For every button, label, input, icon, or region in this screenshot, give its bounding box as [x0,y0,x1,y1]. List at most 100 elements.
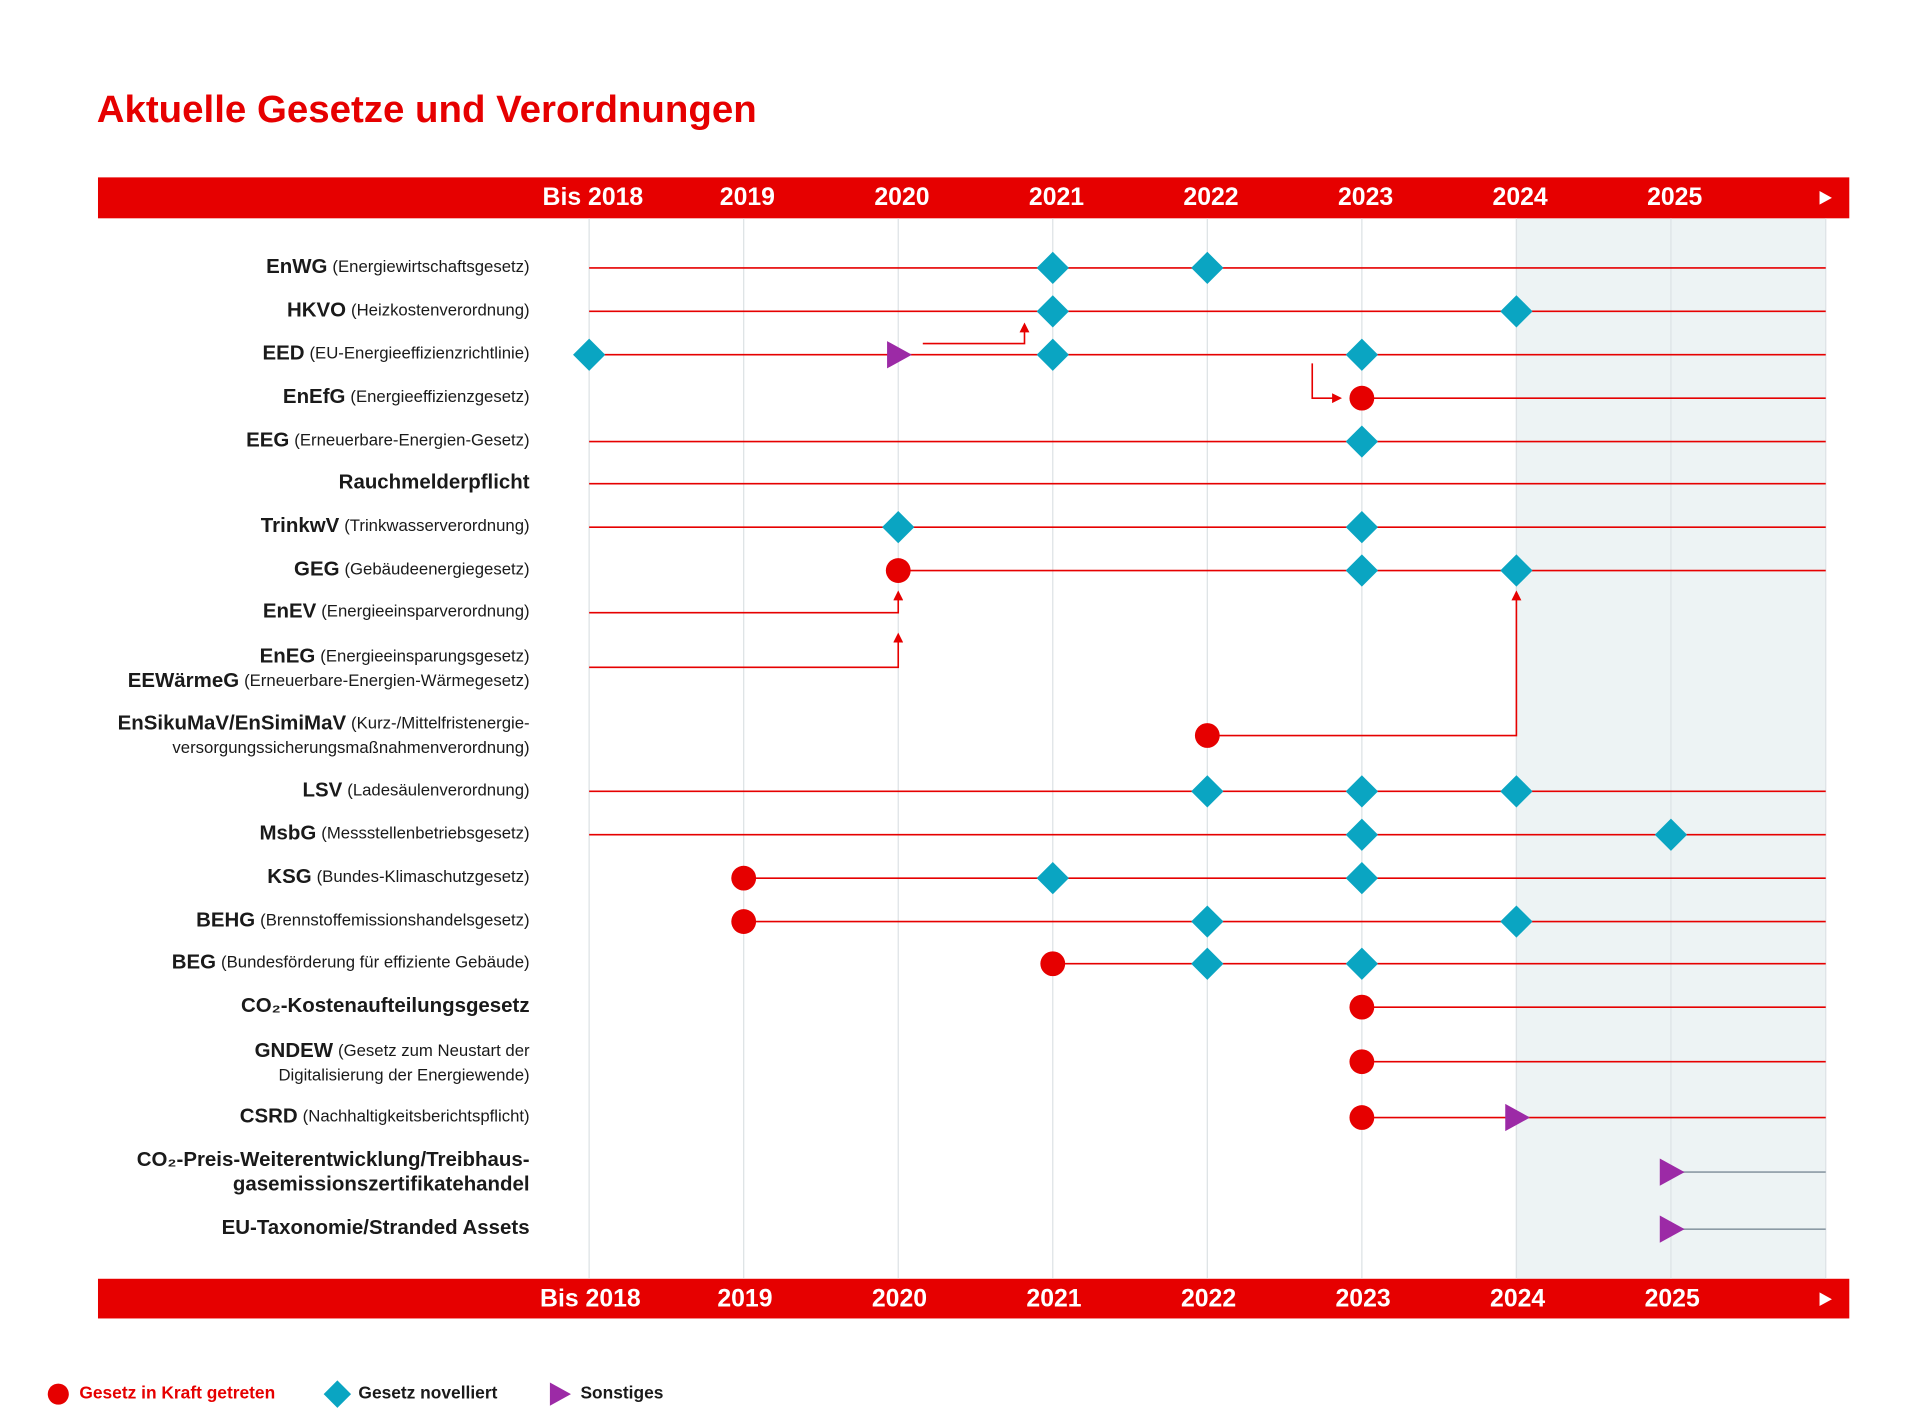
event-triangle [549,1382,571,1406]
title: Aktuelle Gesetze und Verordnungen [97,88,757,131]
event-circle [1040,951,1066,977]
row-label: CSRD (Nachhaltigkeitsberichtspflicht) [240,1105,530,1128]
event-diamond [1500,554,1533,587]
column-label: 2024 [1490,1285,1545,1312]
row-abbr: EU-Taxonomie/Stranded Assets [222,1217,530,1240]
row-label: gasemissionszertifikatehandel [233,1173,530,1196]
column-label: 2022 [1183,184,1238,211]
row-desc: (Energieeinsparungsgesetz) [320,647,529,666]
row-abbr: EEWärmeG [128,670,239,693]
connector [1311,363,1343,404]
row-abbr: LSV [303,779,343,802]
row-abbr: CSRD [240,1105,298,1128]
column-label: 2019 [720,184,775,211]
row-desc: (Kurz-/Mittelfristenergie- [351,714,530,733]
row-abbr: GNDEW [255,1039,334,1062]
row-abbr: HKVO [287,299,346,322]
event-diamond [1500,775,1533,808]
event-diamond [1191,947,1224,980]
event-diamond [1036,295,1069,328]
row-abbr: EnSikuMaV/EnSimiMaV [118,712,347,735]
event-diamond [1500,905,1533,938]
connector [922,322,1030,345]
row-label: HKVO (Heizkostenverordnung) [287,299,530,322]
row-line [1207,590,1522,737]
column-label: 2025 [1647,184,1702,211]
row-abbr: BEHG [196,909,255,932]
event-diamond [1345,947,1378,980]
event-circle [1349,1049,1375,1075]
event-diamond [1036,862,1069,895]
bar-arrow [1819,191,1832,205]
event-diamond [1345,338,1378,371]
event-circle [731,865,757,891]
column-label: 2021 [1026,1285,1081,1312]
event-circle [731,909,757,934]
event-triangle [1659,1215,1685,1243]
row-label: versorgungssicherungsmaßnahmenverordnung… [172,739,529,758]
row-abbr: CO₂-Preis-Weiterentwicklung/Treibhaus- [137,1148,530,1171]
event-diamond [1654,818,1688,851]
event-diamond [882,511,915,544]
row-label: EU-Taxonomie/Stranded Assets [222,1217,530,1240]
event-diamond [1191,251,1224,285]
row-label: EnEG (Energieeinsparungsgesetz) [260,645,530,668]
event-diamond [1036,251,1069,285]
column-label: 2021 [1029,184,1084,211]
row-desc: (Nachhaltigkeitsberichtspflicht) [303,1107,530,1126]
event-circle [1349,385,1375,411]
row-label: BEG (Bundesförderung für effiziente Gebäu… [172,951,530,974]
row-desc: (Heizkostenverordnung) [351,301,530,320]
event-diamond [1191,905,1224,938]
row-desc: (Ladesäulenverordnung) [347,781,529,800]
row-desc: (Gebäudeenergiegesetz) [344,560,529,579]
bar-arrow [1819,1292,1832,1307]
row-label: GNDEW (Gesetz zum Neustart der [255,1039,530,1062]
row-label: BEHG (Brennstoffemissionshandelsgesetz) [196,909,530,932]
row-label: MsbG (Messstellenbetriebsgesetz) [259,822,529,845]
column-label: 2022 [1181,1285,1236,1312]
column-label: 2024 [1493,184,1548,211]
column-label: 2020 [872,1285,927,1312]
row-desc: (Energieeffizienzgesetz) [350,388,529,407]
row-desc: (Gesetz zum Neustart der [338,1041,530,1060]
column-label: Bis 2018 [540,1285,641,1312]
event-diamond [1345,818,1378,851]
row-label: GEG (Gebäudeenergiegesetz) [294,558,530,581]
event-diamond [323,1380,352,1408]
row-line [589,590,904,614]
row-desc: (Trinkwasserverordnung) [344,517,529,536]
row-abbr: KSG [267,866,311,889]
row-label: CO₂-Preis-Weiterentwicklung/Treibhaus- [137,1148,530,1171]
legend-label: Gesetz in Kraft getreten [79,1383,275,1403]
row-label: EED (EU-Energieeffizienzrichtlinie) [262,342,529,365]
row-abbr: BEG [172,951,216,974]
column-label: 2023 [1338,184,1393,211]
event-diamond [1191,775,1224,808]
row-label: Digitalisierung der Energiewende) [278,1066,529,1085]
row-abbr: CO₂-Kostenaufteilungsgesetz [241,995,530,1018]
row-abbr: EED [262,342,304,365]
row-label: TrinkwV (Trinkwasserverordnung) [261,515,530,538]
row-abbr: MsbG [259,822,316,845]
event-triangle [1659,1158,1685,1186]
event-diamond [1345,511,1378,544]
row-abbr: EEG [246,429,289,452]
row-abbr: EnEV [263,600,317,623]
row-desc: (Bundesförderung für effiziente Gebäude) [221,953,530,972]
legend-label: Sonstiges [580,1383,663,1403]
row-label: EEG (Erneuerbare-Energien-Gesetz) [246,429,529,452]
row-abbr: EnWG [266,255,327,278]
row-desc: (EU-Energieeffizienzrichtlinie) [309,344,529,363]
column-label: Bis 2018 [543,184,644,211]
row-abbr: EnEfG [283,386,345,409]
row-desc: versorgungssicherungsmaßnahmenverordnung… [172,739,529,758]
event-circle [1349,994,1375,1020]
row-desc: (Erneuerbare-Energien-Gesetz) [294,431,529,450]
event-diamond [1036,338,1069,371]
event-triangle [887,341,912,369]
event-diamond [1345,775,1378,808]
row-label: Rauchmelderpflicht [339,471,530,494]
legend-label: Gesetz novelliert [358,1383,497,1403]
